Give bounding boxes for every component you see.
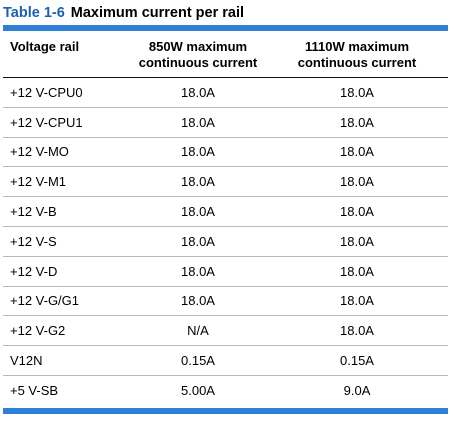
table-number: Table 1-6 <box>3 5 65 21</box>
cell-1110w: 18.0A <box>340 84 374 100</box>
cell-850w: 18.0A <box>181 114 215 130</box>
cell-1110w: 18.0A <box>340 233 374 249</box>
cell-1110w: 18.0A <box>340 204 374 220</box>
cell-rail: +12 V-CPU0 <box>10 84 83 100</box>
table-top-rule <box>3 25 448 31</box>
header-850w: 850W maximum continuous current <box>130 37 266 71</box>
cell-rail: +12 V-MO <box>10 144 69 160</box>
table-bottom-rule <box>3 408 448 414</box>
cell-rail: V12N <box>10 353 43 369</box>
cell-rail: +12 V-M1 <box>10 174 67 190</box>
header-1110w-line2: continuous current <box>297 55 417 70</box>
cell-rail: +12 V-G2 <box>10 323 66 339</box>
cell-850w: 18.0A <box>181 204 215 220</box>
cell-1110w: 18.0A <box>340 263 374 279</box>
table-row: +12 V-G2 N/A 18.0A <box>3 316 448 347</box>
table-row: +12 V-B 18.0A 18.0A <box>3 197 448 227</box>
cell-850w: 18.0A <box>181 263 215 279</box>
table-row: +12 V-S 18.0A 18.0A <box>3 227 448 257</box>
cell-850w: N/A <box>187 323 209 339</box>
table-row: +12 V-MO 18.0A 18.0A <box>3 138 448 168</box>
header-1110w-line1: 1110W maximum <box>304 39 410 54</box>
cell-rail: +12 V-S <box>10 233 57 249</box>
cell-rail: +12 V-D <box>10 263 58 279</box>
header-850w-line1: 850W maximum <box>148 39 248 54</box>
cell-1110w: 18.0A <box>340 293 374 309</box>
table-row: +5 V-SB 5.00A 9.0A <box>3 376 448 406</box>
cell-850w: 0.15A <box>181 353 215 369</box>
table-row: +12 V-D 18.0A 18.0A <box>3 257 448 287</box>
cell-rail: +5 V-SB <box>10 383 59 399</box>
header-850w-line2: continuous current <box>138 55 258 70</box>
cell-850w: 18.0A <box>181 144 215 160</box>
table-row: V12N 0.15A 0.15A <box>3 346 448 376</box>
cell-1110w: 18.0A <box>340 114 374 130</box>
cell-1110w: 18.0A <box>340 323 374 339</box>
table-row: +12 V-CPU1 18.0A 18.0A <box>3 108 448 138</box>
cell-1110w: 9.0A <box>343 383 371 399</box>
cell-850w: 18.0A <box>181 233 215 249</box>
table-row: +12 V-M1 18.0A 18.0A <box>3 167 448 198</box>
cell-rail: +12 V-B <box>10 204 57 220</box>
table-row: +12 V-CPU0 18.0A 18.0A <box>3 78 448 108</box>
cell-850w: 18.0A <box>181 174 215 190</box>
table-header-row: Voltage rail 850W maximum continuous cur… <box>3 31 448 78</box>
table-title: Maximum current per rail <box>70 5 245 21</box>
cell-1110w: 18.0A <box>340 174 374 190</box>
cell-rail: +12 V-CPU1 <box>10 114 83 130</box>
cell-850w: 18.0A <box>181 293 215 309</box>
cell-1110w: 0.15A <box>340 353 374 369</box>
header-voltage-rail: Voltage rail <box>10 39 80 54</box>
current-table: Voltage rail 850W maximum continuous cur… <box>3 31 448 406</box>
cell-rail: +12 V-G/G1 <box>10 293 80 309</box>
table-row: +12 V-G/G1 18.0A 18.0A <box>3 287 448 317</box>
table-caption: Table 1-6 Maximum current per rail <box>3 2 244 24</box>
header-1110w: 1110W maximum continuous current <box>266 37 448 71</box>
cell-1110w: 18.0A <box>340 144 374 160</box>
cell-850w: 18.0A <box>181 84 215 100</box>
cell-850w: 5.00A <box>181 383 215 399</box>
